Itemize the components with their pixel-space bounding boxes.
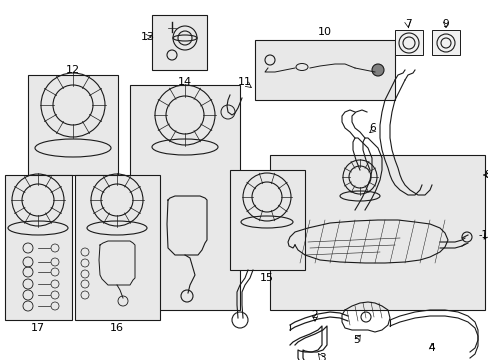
Text: 9: 9 (442, 19, 448, 29)
Text: 7: 7 (404, 19, 410, 29)
Bar (5, 175, 72, 320)
Text: 17: 17 (31, 323, 45, 333)
Bar (28, 75, 118, 175)
Text: 4: 4 (428, 343, 434, 353)
Text: 6: 6 (369, 123, 376, 133)
Bar (431, 30, 459, 55)
Bar (269, 155, 484, 310)
Bar (394, 30, 422, 55)
Text: 16: 16 (110, 323, 124, 333)
Text: 11: 11 (238, 77, 251, 87)
Text: -1: -1 (477, 230, 487, 240)
Bar (75, 175, 160, 320)
Text: 10: 10 (317, 27, 331, 37)
Text: 3: 3 (318, 353, 325, 360)
Text: 2: 2 (311, 310, 318, 320)
Text: 8: 8 (484, 170, 488, 180)
Text: 13: 13 (141, 32, 155, 42)
Bar (152, 15, 206, 70)
Bar (130, 85, 240, 310)
Bar (229, 170, 305, 270)
Text: 15: 15 (260, 273, 273, 283)
Text: 12: 12 (66, 65, 80, 75)
Circle shape (371, 64, 383, 76)
Text: 5: 5 (353, 335, 360, 345)
Text: 14: 14 (178, 77, 192, 87)
Bar (254, 40, 394, 100)
